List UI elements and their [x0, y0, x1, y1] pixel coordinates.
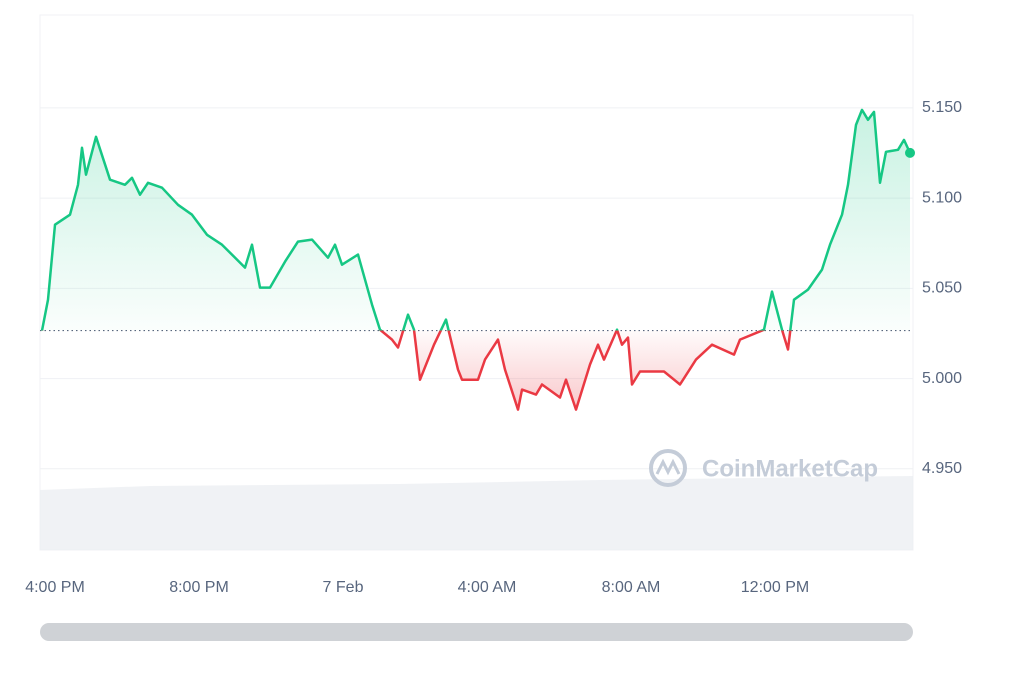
y-tick-label: 5.000 — [922, 370, 962, 387]
price-line — [40, 108, 912, 411]
x-tick-label: 4:00 PM — [25, 579, 85, 596]
scrollbar[interactable] — [40, 623, 913, 641]
x-tick-label: 8:00 AM — [602, 579, 661, 596]
x-tick-label: 12:00 PM — [741, 579, 809, 596]
x-tick-label: 4:00 AM — [458, 579, 517, 596]
watermark-text: CoinMarketCap — [702, 455, 878, 482]
price-area — [42, 109, 910, 410]
last-price-dot — [905, 147, 916, 158]
watermark: CoinMarketCap — [649, 449, 878, 487]
x-tick-label: 7 Feb — [323, 579, 364, 596]
y-tick-label: 5.050 — [922, 280, 962, 297]
y-tick-label: 5.150 — [922, 99, 962, 116]
y-tick-label: 5.100 — [922, 189, 962, 206]
y-tick-label: 4.950 — [922, 460, 962, 477]
volume-area — [40, 476, 913, 550]
x-tick-label: 8:00 PM — [169, 579, 229, 596]
